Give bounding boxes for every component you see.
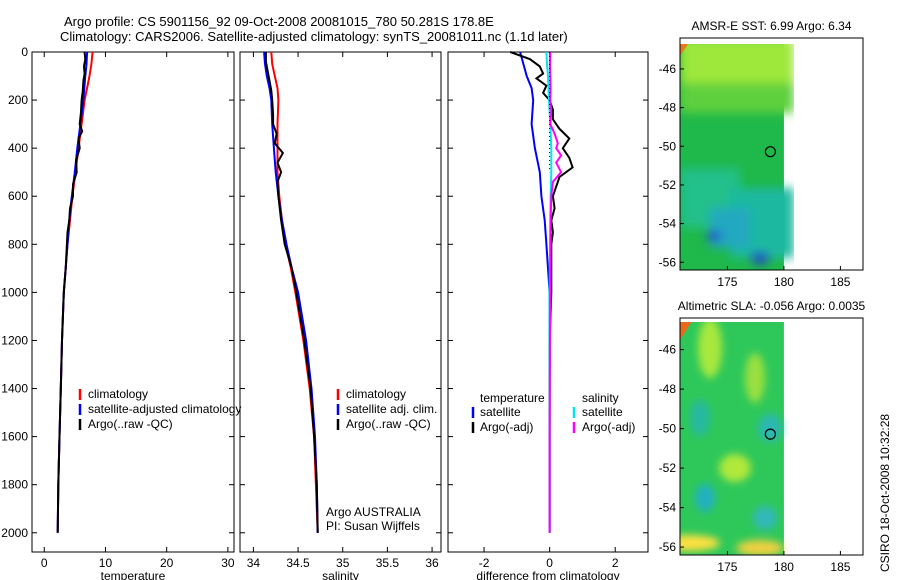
depth-tick-label: 1000	[1, 285, 28, 299]
depth-tick-label: 0	[21, 45, 28, 59]
sla-field-blob	[745, 353, 765, 403]
salinity-axes-box	[239, 51, 442, 553]
temperature-xtick-label: 30	[221, 556, 235, 570]
sst-field-patch	[680, 44, 794, 88]
sst-cold-patch	[750, 252, 770, 264]
depth-tick-label: 1400	[1, 382, 28, 396]
salinity-legend-label: Argo(..raw -QC)	[346, 417, 431, 431]
temperature-series-line	[56, 51, 89, 533]
salinity-xtick-label: 36	[425, 556, 439, 570]
float-info-annotation: Argo AUSTRALIA	[326, 505, 421, 519]
sst-map-field	[680, 44, 794, 270]
figure-title-line2: Climatology: CARS2006. Satellite-adjuste…	[60, 29, 568, 44]
sla-field-blob	[695, 484, 715, 512]
difference-legend-label: Argo(-adj)	[480, 420, 533, 434]
depth-tick-label: 600	[8, 189, 28, 203]
temperature-legend-label: satellite-adjusted climatology	[88, 402, 241, 416]
salinity-xtick-label: 35	[336, 556, 350, 570]
sla-map-ytick-label: -46	[659, 343, 677, 357]
difference-axes-box	[447, 51, 649, 553]
sla-map-title: Altimetric SLA: -0.056 Argo: 0.0035	[678, 299, 866, 313]
sst-map-axes-box	[679, 37, 864, 271]
salinity-x-axis-label: salinity	[322, 569, 359, 580]
sla-map-field	[680, 322, 784, 555]
temperature-legend-label: Argo(..raw -QC)	[88, 417, 173, 431]
sla-map-ytick-label: -56	[659, 540, 677, 554]
coast-land	[680, 322, 692, 340]
sst-map-title: AMSR-E SST: 6.99 Argo: 6.34	[691, 19, 851, 33]
salinity-xtick-label: 34	[247, 556, 261, 570]
difference-xtick-label: 2	[612, 556, 619, 570]
sla-field-blob	[690, 400, 710, 436]
sla-map-axes-box	[679, 317, 864, 556]
temperature-axes-box	[31, 51, 235, 553]
float-info-annotation: PI: Susan Wijffels	[326, 519, 420, 533]
depth-tick-label: 1800	[1, 478, 28, 492]
sst-map-ytick-label: -54	[659, 217, 677, 231]
difference-series-line	[509, 51, 574, 533]
difference-x-axis-label: difference from climatology	[476, 569, 619, 580]
sst-field-blobs	[680, 44, 794, 264]
temperature-series-line	[56, 51, 87, 533]
sst-map-xtick-label: 180	[774, 275, 794, 289]
sla-map-xtick-label: 185	[830, 560, 850, 574]
temperature-legend-label: climatology	[88, 387, 148, 401]
difference-xtick-label: 0	[546, 556, 553, 570]
sla-field-blob	[758, 414, 782, 442]
sst-map-xtick-label: 185	[830, 275, 850, 289]
sla-map-xtick-label: 180	[774, 560, 794, 574]
difference-series-line	[548, 51, 563, 533]
sst-map-ytick-label: -48	[659, 101, 677, 115]
salinity-legend-label: satellite adj. clim.	[346, 402, 437, 416]
sla-map-ytick-label: -48	[659, 382, 677, 396]
sla-field-blob	[680, 535, 720, 551]
sla-field-blob	[698, 322, 722, 378]
sst-field-patch	[710, 208, 750, 248]
sst-map-ytick-label: -52	[659, 178, 677, 192]
sst-cold-patch	[707, 230, 721, 242]
sla-field-blob	[736, 540, 784, 555]
sst-map-ytick-label: -56	[659, 255, 677, 269]
salinity-legend-label: climatology	[346, 387, 406, 401]
difference-legend-label: satellite	[582, 405, 623, 419]
difference-legend-salinity-title: salinity	[582, 391, 619, 405]
sla-map-ytick-label: -52	[659, 461, 677, 475]
salinity-xtick-label: 35.5	[376, 556, 400, 570]
figure-title-line1: Argo profile: CS 5901156_92 09-Oct-2008 …	[64, 14, 494, 29]
difference-xtick-label: -2	[479, 556, 490, 570]
sla-field-blob	[719, 454, 751, 482]
salinity-series-line	[264, 52, 319, 533]
sst-map-ytick-label: -50	[659, 139, 677, 153]
sst-field-patch	[680, 83, 794, 113]
depth-tick-label: 800	[8, 237, 28, 251]
difference-legend-temperature-title: temperature	[480, 391, 545, 405]
temperature-xtick-label: 0	[41, 556, 48, 570]
temperature-xtick-label: 20	[160, 556, 174, 570]
depth-tick-label: 1200	[1, 333, 28, 347]
difference-legend-label: Argo(-adj)	[582, 420, 635, 434]
sla-map-ytick-label: -50	[659, 422, 677, 436]
sst-map-argo-float-marker	[764, 146, 776, 158]
coast-land	[680, 44, 688, 56]
sla-map-ytick-label: -54	[659, 501, 677, 515]
sla-map-argo-float-marker	[764, 428, 776, 440]
sst-map-xtick-label: 175	[717, 275, 737, 289]
depth-tick-label: 2000	[1, 526, 28, 540]
salinity-series-line	[270, 51, 319, 533]
credit-timestamp: CSIRO 18-Oct-2008 10:32:28	[878, 414, 892, 572]
difference-series-line	[519, 51, 551, 533]
depth-tick-label: 400	[8, 141, 28, 155]
sla-field-blobs	[680, 322, 784, 555]
difference-legend-label: satellite	[480, 405, 521, 419]
sla-field-blob	[753, 506, 777, 530]
temperature-x-axis-label: temperature	[101, 569, 166, 580]
depth-tick-label: 200	[8, 93, 28, 107]
depth-tick-label: 1600	[1, 430, 28, 444]
salinity-xtick-label: 34.5	[286, 556, 310, 570]
sst-map-ytick-label: -46	[659, 62, 677, 76]
temperature-xtick-label: 10	[99, 556, 113, 570]
sla-map-xtick-label: 175	[717, 560, 737, 574]
